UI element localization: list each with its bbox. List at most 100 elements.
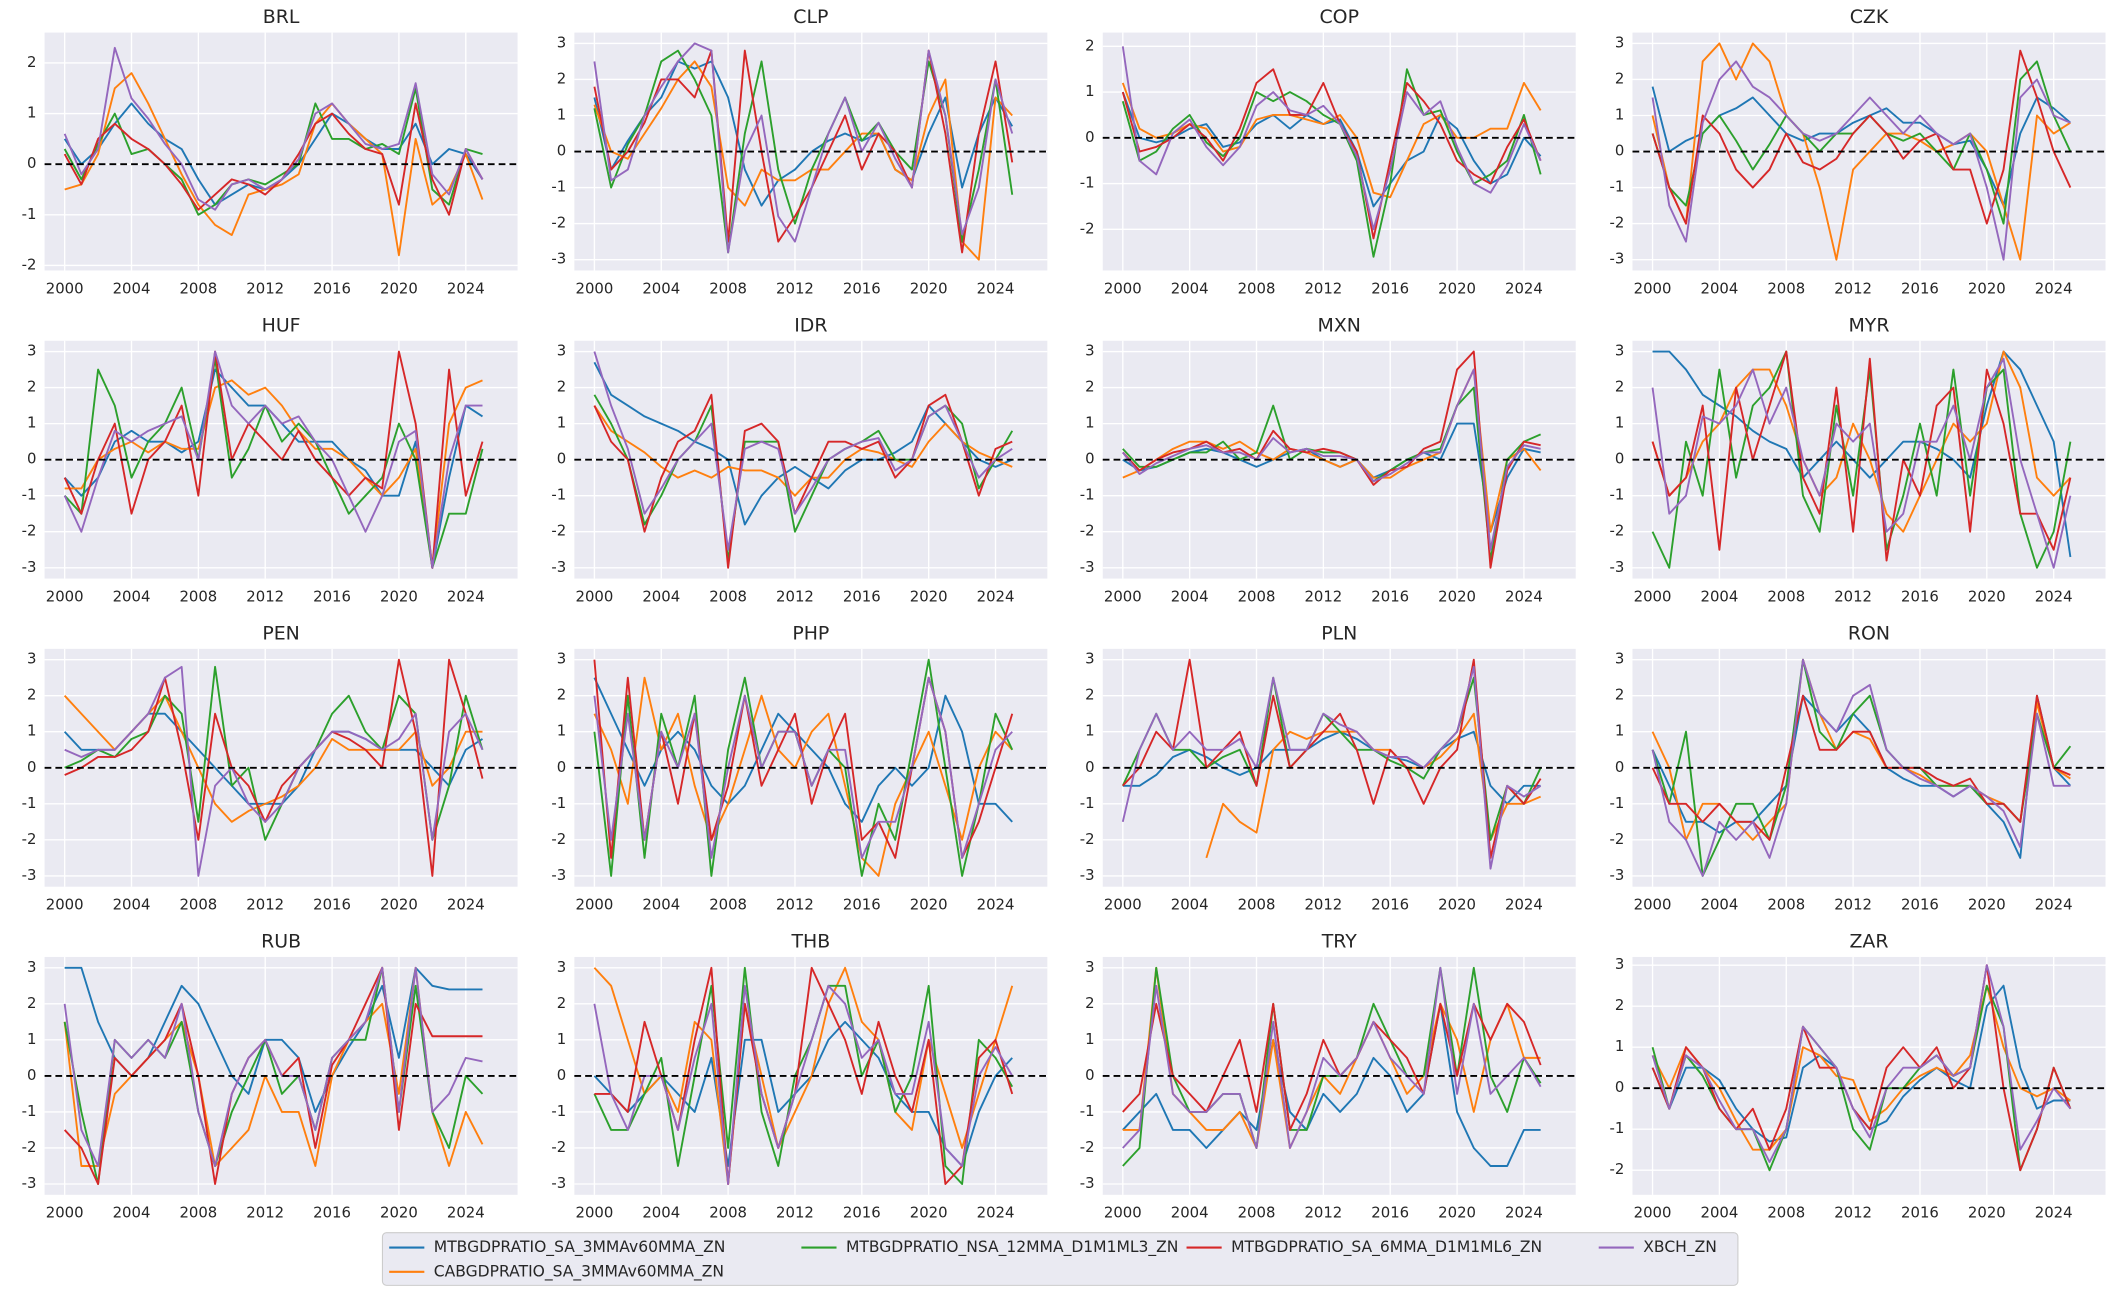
series-line bbox=[63, 966, 483, 1167]
y-tick-label: 3 bbox=[1615, 650, 1624, 668]
y-tick-label: 2 bbox=[27, 378, 36, 396]
y-tick-label: 2 bbox=[1615, 996, 1624, 1014]
y-tick-label: -3 bbox=[22, 558, 37, 576]
y-tick-label: -1 bbox=[551, 486, 566, 504]
x-tick-label: 2008 bbox=[1238, 587, 1276, 605]
y-tick-label: 2 bbox=[1615, 69, 1624, 87]
x-tick-label: 2016 bbox=[1901, 896, 1939, 914]
x-tick-label: 2000 bbox=[1104, 279, 1142, 297]
y-tick-label: 2 bbox=[557, 686, 566, 704]
x-tick-label: 2024 bbox=[1505, 587, 1543, 605]
y-tick-label: -3 bbox=[22, 866, 37, 884]
x-tick-label: 2024 bbox=[1505, 279, 1543, 297]
series-line bbox=[1122, 368, 1541, 551]
x-tick-label: 2012 bbox=[776, 587, 814, 605]
subplot-title: THB bbox=[790, 931, 830, 953]
subplot-title: BRL bbox=[263, 6, 300, 28]
series-line bbox=[1122, 966, 1542, 1149]
series-group bbox=[63, 658, 484, 877]
y-tick-label: 0 bbox=[557, 142, 566, 160]
series-group bbox=[63, 46, 484, 257]
y-tick-label: -2 bbox=[22, 255, 37, 273]
x-tick-label: 2008 bbox=[1767, 279, 1805, 297]
y-tick-label: 0 bbox=[1615, 758, 1624, 776]
x-tick-label: 2008 bbox=[1767, 896, 1805, 914]
y-tick-label: 0 bbox=[1615, 142, 1624, 160]
subplot-title: MXN bbox=[1318, 314, 1361, 336]
y-tick-label: 3 bbox=[1085, 650, 1094, 668]
y-tick-label: 1 bbox=[27, 104, 36, 122]
x-tick-label: 2004 bbox=[642, 1204, 680, 1222]
x-tick-label: 2000 bbox=[1634, 587, 1672, 605]
x-tick-label: 2012 bbox=[246, 587, 284, 605]
series-line bbox=[1651, 49, 2072, 225]
x-tick-label: 2012 bbox=[1834, 896, 1872, 914]
x-tick-label: 2000 bbox=[1634, 279, 1672, 297]
y-tick-label: 1 bbox=[1615, 1037, 1624, 1055]
y-tick-label: 3 bbox=[1615, 955, 1624, 973]
y-tick-label: -2 bbox=[551, 1138, 566, 1156]
x-tick-label: 2012 bbox=[1304, 896, 1342, 914]
x-tick-label: 2016 bbox=[313, 896, 351, 914]
subplot-title: RUB bbox=[261, 931, 301, 953]
subplot-title: PEN bbox=[262, 622, 300, 644]
y-tick-label: -1 bbox=[1080, 794, 1095, 812]
y-tick-label: -2 bbox=[551, 214, 566, 232]
y-tick-label: -1 bbox=[22, 1102, 37, 1120]
y-tick-label: 2 bbox=[1085, 686, 1094, 704]
series-line bbox=[1651, 964, 2072, 1172]
x-tick-label: 2020 bbox=[1438, 279, 1476, 297]
x-tick-label: 2016 bbox=[1901, 587, 1939, 605]
subplot-title: RON bbox=[1848, 622, 1890, 644]
series-line bbox=[63, 357, 484, 569]
x-tick-label: 2024 bbox=[977, 1204, 1015, 1222]
series-line bbox=[1651, 60, 2071, 261]
series-group bbox=[593, 658, 1014, 877]
legend-label: MTBGDPRATIO_NSA_12MMA_D1M1ML3_ZN bbox=[846, 1238, 1178, 1257]
x-tick-label: 2012 bbox=[776, 896, 814, 914]
x-tick-label: 2004 bbox=[1700, 1204, 1738, 1222]
x-tick-label: 2000 bbox=[575, 1204, 613, 1222]
y-tick-label: 1 bbox=[27, 414, 36, 432]
series-line bbox=[1651, 694, 2072, 859]
y-tick-label: -1 bbox=[1080, 486, 1095, 504]
x-tick-label: 2004 bbox=[642, 279, 680, 297]
series-group bbox=[593, 42, 1014, 261]
subplot: -3 -2 -1 0 1 2 3 2000 2004 2008 2012 2016 2020 2024 TR… bbox=[1080, 931, 1576, 1222]
x-tick-label: 2000 bbox=[46, 896, 84, 914]
series-group bbox=[1651, 42, 2072, 261]
x-tick-label: 2012 bbox=[1834, 587, 1872, 605]
y-tick-label: 3 bbox=[1615, 33, 1624, 51]
y-tick-label: 0 bbox=[557, 758, 566, 776]
x-tick-label: 2020 bbox=[380, 279, 418, 297]
y-tick-label: 3 bbox=[27, 958, 36, 976]
series-line bbox=[1122, 1002, 1541, 1167]
y-tick-label: -2 bbox=[22, 522, 37, 540]
series-line bbox=[63, 350, 484, 569]
y-tick-label: 1 bbox=[557, 414, 566, 432]
x-tick-label: 2020 bbox=[910, 1204, 948, 1222]
subplot: -3 -2 -1 0 1 2 3 2000 2004 2008 2012 2016 2020 2024 CL… bbox=[551, 6, 1048, 297]
x-tick-label: 2016 bbox=[1371, 279, 1409, 297]
y-tick-label: -2 bbox=[1610, 214, 1625, 232]
y-tick-label: -3 bbox=[1080, 1174, 1095, 1192]
y-tick-label: -3 bbox=[551, 250, 566, 268]
y-tick-label: -1 bbox=[1610, 794, 1625, 812]
y-tick-label: 2 bbox=[27, 686, 36, 704]
x-tick-label: 2004 bbox=[1171, 1204, 1209, 1222]
y-tick-label: 2 bbox=[1615, 686, 1624, 704]
series-line bbox=[64, 665, 484, 877]
y-tick-label: 1 bbox=[1615, 414, 1624, 432]
x-tick-label: 2020 bbox=[1968, 587, 2006, 605]
x-tick-label: 2012 bbox=[1834, 1204, 1872, 1222]
series-line bbox=[593, 393, 1013, 569]
subplot: -3 -2 -1 0 1 2 3 2000 2004 2008 2012 2016 2020 2024 PL… bbox=[1080, 622, 1576, 914]
plot-area bbox=[1102, 32, 1576, 271]
y-tick-label: 1 bbox=[27, 1030, 36, 1048]
x-tick-label: 2016 bbox=[1371, 587, 1409, 605]
series-line bbox=[64, 665, 484, 841]
subplot: -3 -2 -1 0 1 2 3 2000 2004 2008 2012 2016 2020 2024 HU… bbox=[22, 314, 518, 605]
series-line bbox=[1121, 68, 1542, 240]
x-tick-label: 2008 bbox=[1238, 896, 1276, 914]
